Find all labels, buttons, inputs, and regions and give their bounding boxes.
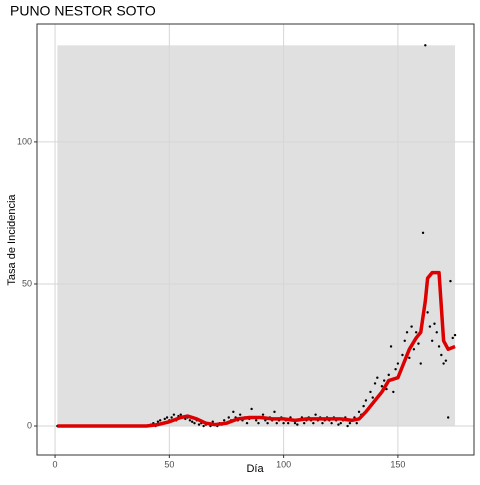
- point: [389, 345, 393, 348]
- point: [376, 376, 379, 379]
- point: [337, 423, 340, 426]
- point: [227, 416, 230, 419]
- point: [437, 345, 441, 348]
- y-tick-label: 50: [22, 278, 32, 288]
- point: [444, 359, 448, 362]
- point: [238, 413, 242, 416]
- point: [369, 390, 372, 394]
- point: [382, 379, 386, 382]
- point: [410, 325, 413, 328]
- x-tick-label: 100: [276, 459, 291, 469]
- point: [321, 421, 324, 425]
- point: [440, 353, 443, 357]
- point: [339, 421, 342, 425]
- point: [330, 421, 333, 425]
- point: [426, 311, 429, 314]
- point: [250, 407, 253, 411]
- point: [414, 331, 418, 334]
- point: [170, 416, 173, 419]
- y-tick-label: 0: [27, 420, 32, 430]
- point: [211, 420, 214, 423]
- panel-border: [36, 23, 475, 456]
- point: [417, 342, 420, 345]
- y-tick-label: 100: [17, 136, 32, 146]
- point: [373, 382, 377, 385]
- point: [348, 421, 352, 425]
- point: [296, 423, 299, 426]
- point: [419, 362, 422, 365]
- point: [387, 373, 390, 377]
- point: [451, 336, 454, 340]
- point: [254, 419, 258, 422]
- point: [408, 356, 411, 360]
- point: [394, 367, 397, 371]
- x-tick-label: 0: [53, 459, 58, 469]
- point: [188, 419, 192, 422]
- point: [302, 421, 306, 425]
- point: [449, 279, 452, 283]
- point: [403, 339, 406, 342]
- point: [371, 396, 374, 399]
- point: [428, 325, 432, 328]
- y-axis-label: Tasa de Incidencia: [6, 194, 18, 286]
- point: [355, 421, 358, 425]
- x-axis-label: Día: [246, 463, 264, 475]
- point: [346, 424, 349, 428]
- point: [193, 421, 196, 425]
- point: [446, 416, 450, 419]
- point: [158, 419, 162, 422]
- point: [392, 390, 395, 394]
- point: [401, 353, 404, 357]
- point: [179, 413, 182, 416]
- point: [430, 339, 434, 342]
- point: [257, 421, 260, 425]
- smooth-line: [57, 270, 456, 428]
- point: [424, 44, 427, 47]
- point: [163, 417, 166, 421]
- point: [266, 421, 269, 425]
- point: [357, 410, 361, 414]
- point: [412, 348, 416, 351]
- point: [405, 331, 409, 334]
- point: [364, 399, 368, 402]
- point: [362, 404, 365, 408]
- x-tick-label: 50: [164, 459, 174, 469]
- point: [275, 421, 278, 425]
- point: [156, 420, 160, 423]
- point: [222, 419, 226, 422]
- point: [245, 421, 249, 425]
- point: [202, 424, 205, 428]
- point: [232, 410, 235, 414]
- point: [380, 385, 384, 388]
- point: [261, 413, 265, 416]
- point: [286, 421, 290, 425]
- point: [396, 362, 400, 365]
- chart-title: PUNO NESTOR SOTO: [10, 3, 156, 19]
- point: [165, 416, 169, 419]
- point: [172, 413, 176, 416]
- x-tick-label: 150: [390, 459, 405, 469]
- point: [435, 331, 438, 334]
- ribbon: [57, 45, 456, 427]
- point: [312, 421, 315, 425]
- point: [453, 333, 457, 337]
- point: [293, 421, 297, 425]
- point: [314, 413, 317, 416]
- point: [197, 423, 201, 426]
- point: [282, 421, 285, 425]
- point: [421, 231, 425, 235]
- point: [190, 420, 194, 423]
- point: [273, 410, 276, 414]
- point: [433, 322, 436, 325]
- point: [442, 362, 445, 365]
